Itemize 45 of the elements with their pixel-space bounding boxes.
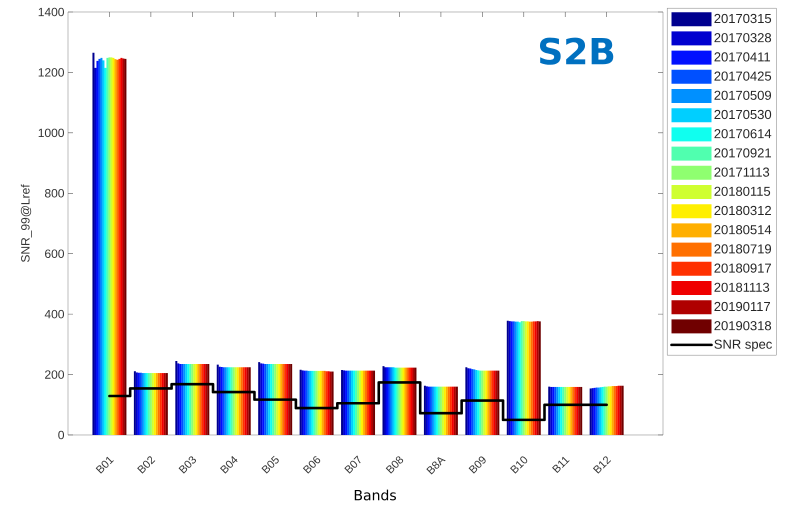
legend-label: 20180514 [714, 225, 772, 234]
legend-label: 20190318 [714, 321, 772, 330]
x-tick-label: B11 [552, 456, 570, 474]
bar [102, 60, 104, 435]
x-tick-label: B08 [386, 456, 404, 474]
legend-label: 20190117 [714, 302, 770, 312]
x-tick-label: B12 [592, 456, 612, 474]
legend-label: 20170315 [714, 14, 772, 24]
legend-label: 20180719 [714, 244, 772, 254]
x-tick-label: B10 [510, 456, 528, 474]
bar [382, 366, 384, 435]
y-tick-label: 600 [45, 249, 64, 258]
legend-label: SNR spec [714, 340, 772, 352]
y-axis-title: SNR_99@Lref [20, 184, 32, 262]
x-axis-title: Bands [354, 490, 396, 500]
legend-label: 20180115 [714, 186, 770, 196]
legend-label: 20170425 [714, 72, 772, 81]
legend-label: 20170411 [714, 52, 770, 62]
y-tick-label: 200 [45, 370, 64, 379]
y-tick-label: 400 [44, 310, 64, 318]
x-tick-label: B03 [178, 456, 196, 474]
y-tick-label: 1400 [38, 8, 64, 16]
x-tick-label: B02 [137, 456, 156, 474]
legend-label: 20170614 [714, 129, 772, 138]
x-tick-label: B04 [220, 456, 238, 474]
legend-label: 20180312 [714, 206, 771, 216]
x-tick-label: B05 [261, 456, 279, 474]
legend-label: 20170921 [714, 148, 771, 158]
x-tick-label: B06 [302, 456, 320, 474]
annotation: S2B [540, 38, 614, 65]
y-tick-label: 0 [58, 430, 64, 440]
legend-label: 20170509 [714, 90, 772, 100]
x-tick-label: B01 [96, 456, 114, 474]
legend-label: 20180917 [714, 263, 771, 273]
x-tick-label: B8A [426, 457, 446, 474]
legend-label: 20170328 [714, 33, 772, 42]
legend-label: 20181113 [714, 282, 770, 292]
y-tick-label: 1200 [38, 68, 64, 77]
x-tick-label: B09 [468, 456, 486, 474]
legend-label: 20170530 [714, 110, 772, 120]
y-tick-label: 1000 [38, 128, 64, 138]
legend-label: 20171113 [714, 168, 770, 177]
x-tick-label: B07 [344, 455, 361, 474]
y-tick-label: 800 [44, 189, 64, 198]
bar [94, 68, 96, 435]
